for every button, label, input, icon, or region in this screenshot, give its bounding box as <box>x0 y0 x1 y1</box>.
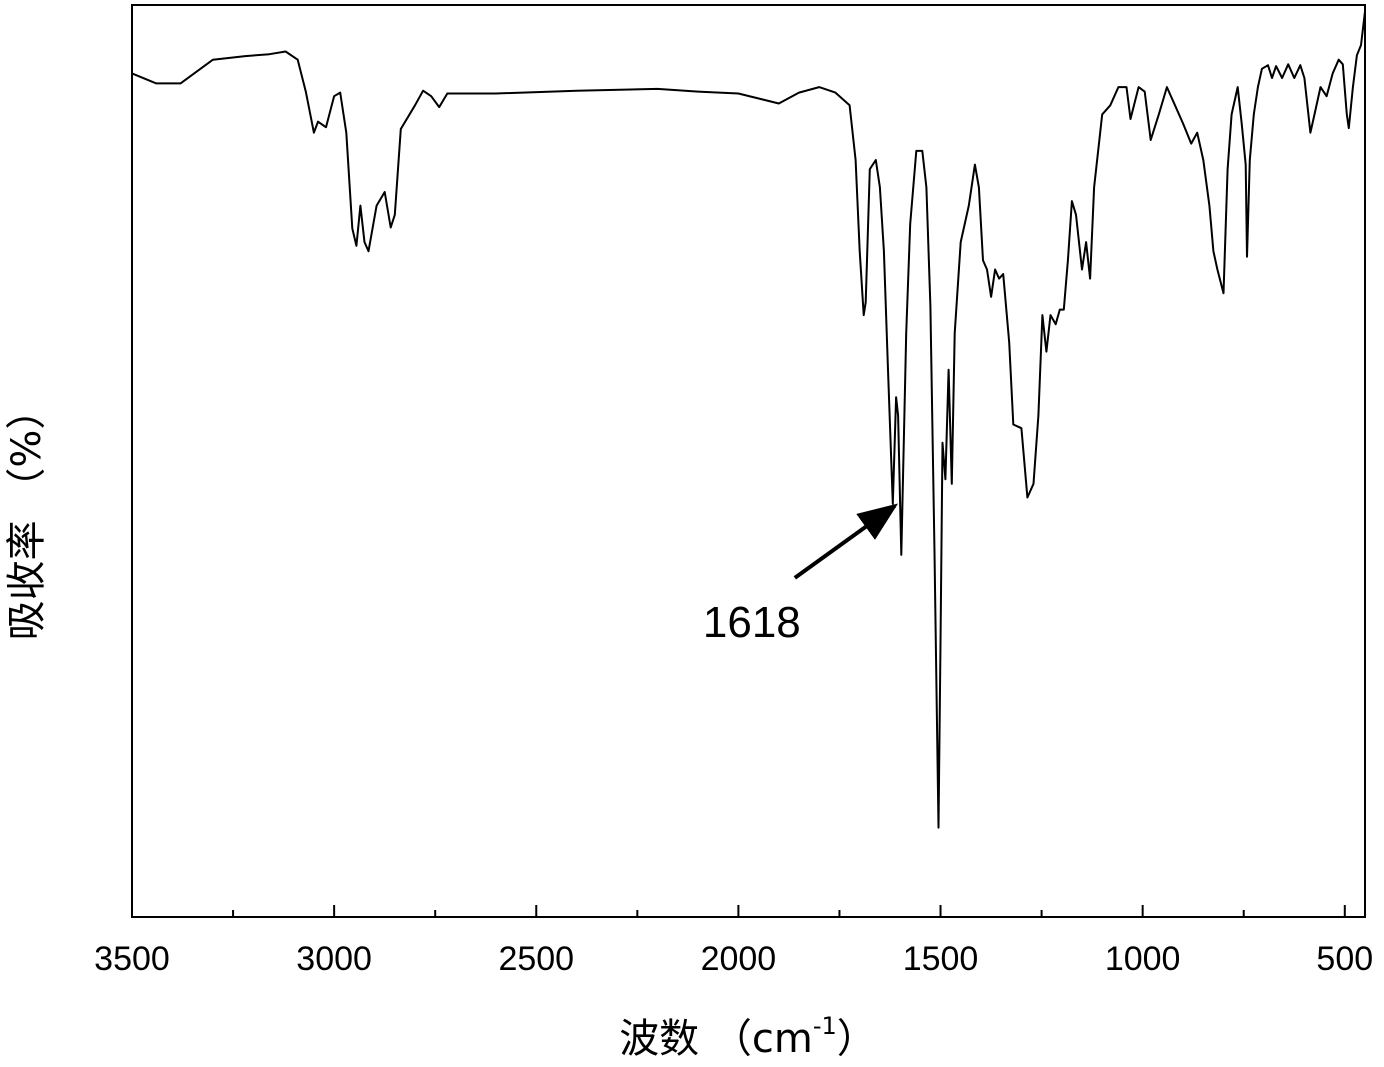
x-axis-tick-labels: 3500 3000 2500 2000 1500 1000 500 <box>94 940 1373 978</box>
x-axis-label: 波数 （cm-1） <box>619 1012 877 1062</box>
plot-frame <box>131 4 1366 918</box>
x-tick-label: 3500 <box>94 940 170 978</box>
x-tick-label: 2500 <box>498 940 574 978</box>
x-tick-label: 3000 <box>296 940 372 978</box>
annotation-label: 1618 <box>703 598 801 647</box>
annotation-arrow <box>793 503 899 580</box>
x-tick-label: 2000 <box>701 940 777 978</box>
x-axis-ticks <box>131 905 1346 917</box>
x-tick-label: 500 <box>1316 940 1373 978</box>
x-tick-label: 1500 <box>903 940 979 978</box>
y-axis-label: 吸收率 （%） <box>4 390 50 641</box>
spectrum-line <box>131 11 1366 829</box>
x-tick-label: 1000 <box>1105 940 1181 978</box>
